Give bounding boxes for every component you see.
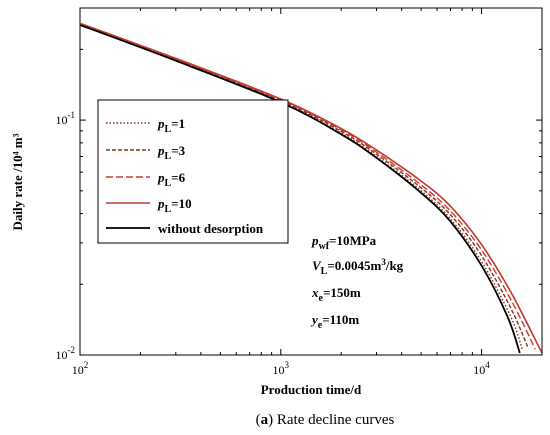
legend-label-4: pL=10 xyxy=(157,196,192,215)
parameter-1: pwf=10MPa xyxy=(311,233,377,252)
x-tick-label: 103 xyxy=(273,360,290,377)
caption-text: Rate decline curves xyxy=(273,412,394,428)
legend-label-3: pL=6 xyxy=(157,170,186,189)
figure-caption: (a) Rate decline curves xyxy=(256,412,395,428)
series-line-5 xyxy=(79,24,521,354)
series-line-4 xyxy=(79,22,543,354)
x-tick-label: 104 xyxy=(473,360,490,377)
legend-label-2: pL=3 xyxy=(157,143,186,162)
x-axis-label: Production time/d xyxy=(261,382,362,397)
parameter-3: xe=150m xyxy=(311,285,361,304)
y-tick-label: 10-2 xyxy=(56,345,76,362)
legend-label-1: pL=1 xyxy=(157,116,185,135)
series-line-2 xyxy=(79,23,529,348)
parameter-2: VL=0.0045m3/kg xyxy=(312,257,404,277)
legend: pL=1 pL=3 pL=6 pL=10 without desorption xyxy=(106,116,264,236)
parameter-4: ye=110m xyxy=(310,312,359,331)
caption-label: a xyxy=(261,412,269,428)
legend-label-5: without desorption xyxy=(158,221,264,236)
axis-ticks: 102 103 104 10-1 10-2 xyxy=(56,8,543,377)
series-lines xyxy=(79,22,543,354)
parameter-annotations: pwf=10MPa VL=0.0045m3/kg xe=150m ye=110m xyxy=(310,233,404,331)
x-tick-label: 102 xyxy=(72,360,89,377)
y-tick-label: 10-1 xyxy=(56,110,76,127)
y-axis-label: Daily rate /10⁴ m³ xyxy=(10,133,25,230)
series-line-1 xyxy=(79,23,524,351)
legend-box xyxy=(97,99,289,244)
